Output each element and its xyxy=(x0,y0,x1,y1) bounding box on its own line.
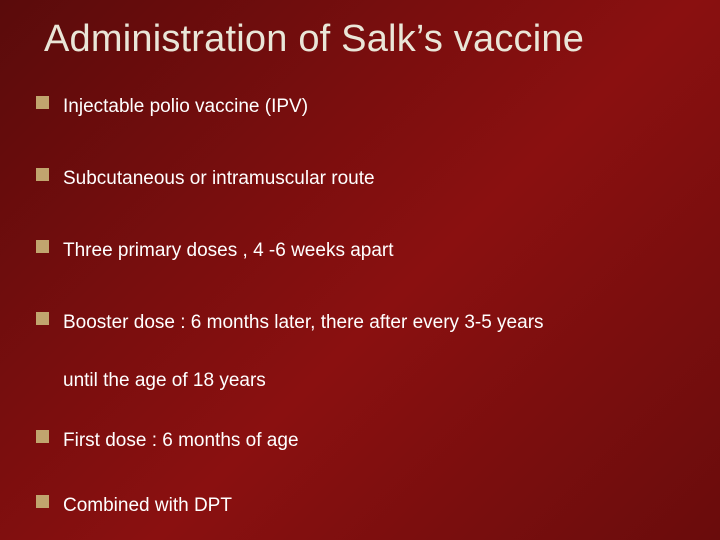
square-bullet-icon xyxy=(36,430,49,443)
list-item: First dose : 6 months of age xyxy=(36,423,688,459)
square-bullet-icon xyxy=(36,168,49,181)
bullet-text: Three primary doses , 4 -6 weeks apart xyxy=(63,233,688,269)
list-item: Combined with DPT xyxy=(36,488,688,524)
bullet-text: Subcutaneous or intramuscular route xyxy=(63,161,688,197)
bullet-continuation: until the age of 18 years xyxy=(36,363,688,399)
square-bullet-icon xyxy=(36,240,49,253)
bullet-text: Booster dose : 6 months later, there aft… xyxy=(63,305,688,341)
bullet-text: First dose : 6 months of age xyxy=(63,423,688,459)
list-item: Booster dose : 6 months later, there aft… xyxy=(36,305,688,399)
bullet-list: Injectable polio vaccine (IPV) Subcutane… xyxy=(32,89,688,524)
list-item: Subcutaneous or intramuscular route xyxy=(36,161,688,197)
square-bullet-icon xyxy=(36,96,49,109)
square-bullet-icon xyxy=(36,312,49,325)
list-item: Injectable polio vaccine (IPV) xyxy=(36,89,688,125)
slide: Administration of Salk’s vaccine Injecta… xyxy=(0,0,720,540)
slide-title: Administration of Salk’s vaccine xyxy=(32,18,688,61)
list-item: Three primary doses , 4 -6 weeks apart xyxy=(36,233,688,269)
bullet-text: Combined with DPT xyxy=(63,488,688,524)
bullet-text: Injectable polio vaccine (IPV) xyxy=(63,89,688,125)
square-bullet-icon xyxy=(36,495,49,508)
